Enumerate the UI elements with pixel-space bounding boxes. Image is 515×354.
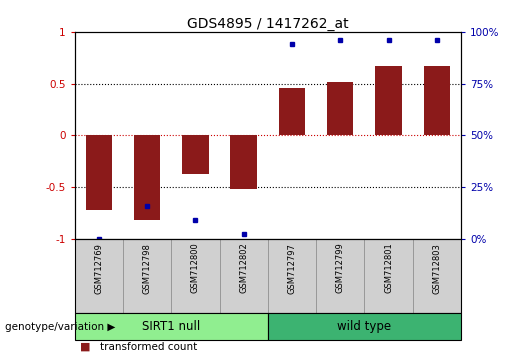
Bar [365, 239, 413, 313]
Bar [75, 313, 268, 340]
Bar [279, 88, 305, 136]
Bar [327, 81, 353, 136]
Text: SIRT1 null: SIRT1 null [142, 320, 200, 333]
Bar [268, 313, 461, 340]
Text: GSM712798: GSM712798 [143, 243, 151, 293]
Bar [182, 136, 209, 174]
Bar [316, 239, 365, 313]
Bar [219, 239, 268, 313]
Text: genotype/variation ▶: genotype/variation ▶ [5, 321, 115, 332]
Text: ■: ■ [80, 342, 90, 352]
Bar [268, 239, 316, 313]
Text: GSM712801: GSM712801 [384, 243, 393, 293]
Text: GSM712802: GSM712802 [239, 243, 248, 293]
Bar [375, 66, 402, 136]
Bar [123, 239, 171, 313]
Bar [85, 136, 112, 210]
Bar [171, 239, 219, 313]
Bar [75, 239, 123, 313]
Bar [230, 136, 257, 189]
Text: GSM712799: GSM712799 [336, 243, 345, 293]
Text: wild type: wild type [337, 320, 391, 333]
Bar [134, 136, 160, 220]
Text: GSM712797: GSM712797 [287, 243, 297, 293]
Text: GSM712769: GSM712769 [94, 243, 104, 293]
Text: GSM712800: GSM712800 [191, 243, 200, 293]
Bar [413, 239, 461, 313]
Text: transformed count: transformed count [100, 342, 198, 352]
Bar [423, 66, 450, 136]
Title: GDS4895 / 1417262_at: GDS4895 / 1417262_at [187, 17, 349, 31]
Text: GSM712803: GSM712803 [432, 243, 441, 293]
